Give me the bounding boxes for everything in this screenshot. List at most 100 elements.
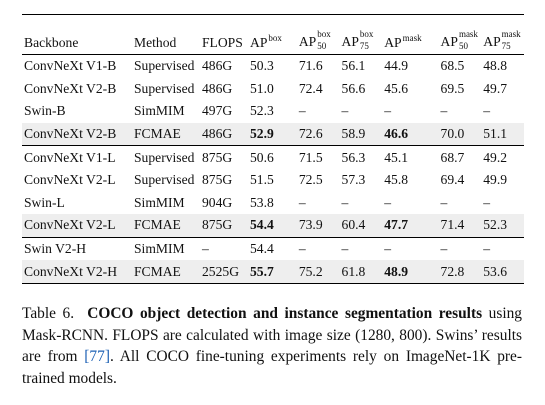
cell-ap-mask: – [384,241,392,257]
cell-backbone: ConvNeXt V2-H [22,260,132,284]
table-row: ConvNeXt V1-B Supervised 486G 50.3 71.6 … [22,55,524,78]
cell-ap-box-50: – [298,194,306,210]
cell-ap-box: 50.3 [250,58,274,74]
cell-ap-box-50: – [298,241,306,257]
cell-ap-box: 52.3 [250,103,274,119]
cell-ap-box-50: 75.2 [296,260,340,284]
cell-ap-mask-75: 53.6 [481,260,524,284]
cell-backbone: ConvNeXt V2-L [22,214,132,238]
header-backbone: Backbone [24,35,79,50]
cell-ap-mask-50: – [440,241,448,257]
table-row: Swin-L SimMIM 904G 53.8 – – – – – [22,192,524,215]
cell-flops: 497G [202,103,233,119]
cell-ap-mask-50: 72.8 [438,260,482,284]
cell-ap-mask-75: 48.8 [483,58,508,74]
header-ap-box-50: AP box 50 [298,29,331,51]
cell-ap-mask-50: 69.4 [440,172,465,188]
cell-ap-mask-75: – [483,194,491,210]
cell-method: Supervised [134,58,195,74]
cell-ap-box-50: 71.6 [298,58,323,74]
cell-ap-mask: – [384,194,392,210]
cell-ap-mask-75: 51.1 [481,122,524,146]
cell-ap-mask-50: 68.7 [440,149,465,165]
cell-ap-box-75: – [341,194,349,210]
cell-ap-mask-75: 49.2 [483,149,508,165]
header-flops: FLOPS [202,35,243,50]
cell-ap-box-50: 72.5 [298,172,323,188]
cell-ap-box-75: 58.9 [339,122,383,146]
coco-results-table: Backbone Method FLOPS APbox AP box 50 AP bo… [22,14,524,284]
table-row: ConvNeXt V2-L Supervised 875G 51.5 72.5 … [22,169,524,192]
table-row: Swin-B SimMIM 497G 52.3 – – – – – [22,100,524,123]
cell-flops: 486G [200,122,248,146]
cell-ap-mask-75: 52.3 [481,214,524,238]
cell-backbone: Swin-L [24,194,65,210]
cell-flops: 875G [202,172,233,188]
cell-ap-box-75: 56.3 [341,149,366,165]
cell-ap-mask-75: – [483,241,491,257]
caption-label: Table 6. [22,305,75,322]
cell-ap-mask-75: 49.9 [483,172,508,188]
cell-flops: 875G [200,214,248,238]
cell-ap-box-50: – [298,103,306,119]
table-row: ConvNeXt V1-L Supervised 875G 50.6 71.5 … [22,146,524,169]
cell-ap-box: 51.0 [250,80,274,96]
cell-method: FCMAE [132,260,200,284]
cell-ap-box-75: 56.6 [341,80,366,96]
citation-link[interactable]: [77] [84,348,110,365]
cell-backbone: Swin V2-H [24,241,87,257]
cell-flops: 904G [202,194,233,210]
cell-ap-box-50: 73.9 [296,214,340,238]
cell-ap-mask-50: 70.0 [438,122,482,146]
cell-method: FCMAE [132,214,200,238]
table-header-row: Backbone Method FLOPS APbox AP box 50 AP bo… [22,15,524,55]
cell-method: Supervised [134,172,195,188]
cell-ap-mask: 45.8 [384,172,409,188]
table-row-highlighted: ConvNeXt V2-L FCMAE 875G 54.4 73.9 60.4 … [22,214,524,238]
cell-method: FCMAE [132,122,200,146]
table-caption: Table 6. COCO object detection and insta… [22,303,522,389]
cell-ap-box: 54.4 [248,214,297,238]
table-row-highlighted: ConvNeXt V2-B FCMAE 486G 52.9 72.6 58.9 … [22,122,524,146]
cell-flops: 486G [202,58,233,74]
cell-ap-box-75: 61.8 [339,260,383,284]
header-ap-mask-75: AP mask 75 [483,29,521,51]
cell-method: SimMIM [134,194,185,210]
cell-method: SimMIM [134,241,185,257]
cell-ap-mask: 45.1 [384,149,409,165]
cell-ap-mask-50: – [440,194,448,210]
cell-ap-box: 52.9 [248,122,297,146]
table-row-highlighted: ConvNeXt V2-H FCMAE 2525G 55.7 75.2 61.8… [22,260,524,284]
cell-ap-mask: 46.6 [382,122,439,146]
cell-ap-box-75: 57.3 [341,172,366,188]
cell-flops: 2525G [200,260,248,284]
cell-method: SimMIM [134,103,185,119]
cell-ap-box-75: 60.4 [339,214,383,238]
cell-backbone: ConvNeXt V2-L [24,172,116,188]
cell-ap-box: 51.5 [250,172,274,188]
cell-backbone: ConvNeXt V2-B [24,80,117,96]
header-ap-box: APbox [250,33,282,50]
cell-ap-box-50: 72.4 [298,80,323,96]
cell-ap-box-75: – [341,103,349,119]
cell-ap-box: 53.8 [250,194,274,210]
cell-ap-mask-75: – [483,103,491,119]
cell-ap-box: 54.4 [250,241,274,257]
cell-flops: 875G [202,149,233,165]
cell-ap-mask: 48.9 [382,260,439,284]
cell-flops: 486G [202,80,233,96]
table-row: ConvNeXt V2-B Supervised 486G 51.0 72.4 … [22,78,524,101]
cell-ap-mask: 44.9 [384,58,409,74]
cell-ap-mask-75: 49.7 [483,80,508,96]
cell-ap-mask-50: 71.4 [438,214,482,238]
cell-ap-mask: 47.7 [382,214,439,238]
header-ap-box-75: AP box 75 [341,29,374,51]
caption-text-1: using Mask-RCNN. FLOPS are calculated wi… [22,305,522,365]
table-row: Swin V2-H SimMIM – 54.4 – – – – – [22,237,524,260]
cell-backbone: ConvNeXt V1-L [24,149,116,165]
cell-ap-box-75: 56.1 [341,58,366,74]
header-method: Method [134,35,177,50]
cell-ap-box: 50.6 [250,149,274,165]
cell-ap-mask: – [384,103,392,119]
cell-backbone: ConvNeXt V2-B [22,122,132,146]
